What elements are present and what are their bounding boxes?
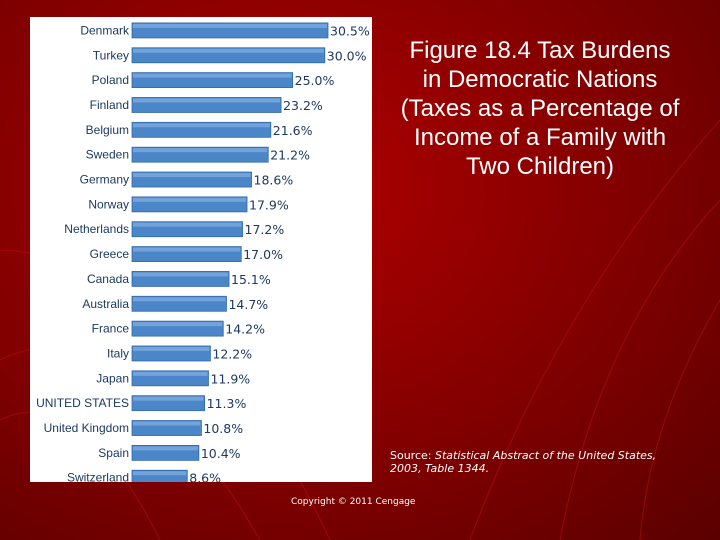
category-label-sweden: Sweden [86, 148, 129, 162]
bar-highlight-denmark [133, 23, 327, 28]
bar-highlight-australia [133, 297, 226, 302]
category-label-italy: Italy [107, 346, 129, 360]
category-label-greece: Greece [90, 247, 130, 261]
bar-highlight-germany [133, 173, 251, 178]
bar-highlight-france [133, 322, 223, 327]
bar-chart-panel: Denmark 30.5% Turkey 30.0% Poland 25.0% Finlan… [30, 17, 372, 482]
category-label-japan: Japan [96, 371, 129, 385]
category-label-canada: Canada [87, 272, 129, 286]
bar-highlight-japan [133, 371, 208, 376]
category-label-united-kingdom: United Kingdom [44, 421, 129, 435]
category-label-netherlands: Netherlands [64, 222, 129, 236]
bar-highlight-italy [133, 346, 210, 351]
value-label-netherlands: 17.2% [245, 222, 285, 237]
bar-highlight-united-states [133, 396, 204, 401]
value-label-united-kingdom: 10.8% [203, 421, 243, 436]
copyright-notice: Copyright © 2011 Cengage [291, 497, 416, 507]
bar-highlight-united-kingdom [133, 421, 201, 426]
value-label-poland: 25.0% [295, 73, 335, 88]
bar-highlight-spain [133, 446, 198, 451]
category-label-france: France [92, 322, 130, 336]
value-label-norway: 17.9% [249, 197, 289, 212]
value-label-japan: 11.9% [210, 371, 250, 386]
value-label-united-states: 11.3% [207, 396, 247, 411]
category-label-turkey: Turkey [93, 48, 129, 62]
bar-highlight-poland [133, 73, 292, 78]
value-label-greece: 17.0% [243, 247, 283, 262]
value-label-germany: 18.6% [254, 173, 294, 188]
figure-title: Figure 18.4 Tax Burdens in Democratic Na… [400, 37, 680, 180]
source-citation: Statistical Abstract of the United State… [390, 449, 657, 475]
value-label-italy: 12.2% [212, 346, 252, 361]
category-label-finland: Finland [90, 98, 129, 112]
value-label-finland: 23.2% [283, 98, 323, 113]
category-label-spain: Spain [98, 446, 129, 460]
category-label-australia: Australia [82, 297, 129, 311]
category-label-poland: Poland [92, 73, 129, 87]
category-label-denmark: Denmark [80, 23, 130, 37]
value-label-australia: 14.7% [228, 297, 268, 312]
value-label-turkey: 30.0% [327, 48, 367, 63]
bar-highlight-finland [133, 98, 281, 103]
value-label-france: 14.2% [225, 322, 265, 337]
bar-highlight-belgium [133, 123, 270, 128]
category-label-united-states: UNITED STATES [36, 396, 129, 410]
bar-switzerland [131, 469, 188, 482]
bar-chart: Denmark 30.5% Turkey 30.0% Poland 25.0% Finlan… [36, 22, 370, 482]
value-label-switzerland: 8.6% [189, 471, 221, 482]
bar-highlight-turkey [133, 48, 324, 53]
bar-highlight-canada [133, 272, 229, 277]
value-label-belgium: 21.6% [273, 123, 313, 138]
value-label-denmark: 30.5% [330, 23, 370, 38]
bar-highlight-netherlands [133, 222, 242, 227]
category-label-germany: Germany [80, 173, 129, 187]
bar-highlight-sweden [133, 148, 268, 153]
source-label: Source: [390, 449, 432, 462]
category-label-switzerland: Switzerland [67, 471, 129, 482]
value-label-sweden: 21.2% [270, 148, 310, 163]
value-label-spain: 10.4% [201, 446, 241, 461]
category-label-belgium: Belgium [86, 123, 129, 137]
bar-highlight-norway [133, 197, 247, 202]
value-label-canada: 15.1% [231, 272, 271, 287]
bar-highlight-greece [133, 247, 241, 252]
bar-highlight-switzerland [133, 471, 187, 476]
source-note: Source: Statistical Abstract of the Unit… [390, 449, 660, 475]
category-label-norway: Norway [88, 197, 129, 211]
